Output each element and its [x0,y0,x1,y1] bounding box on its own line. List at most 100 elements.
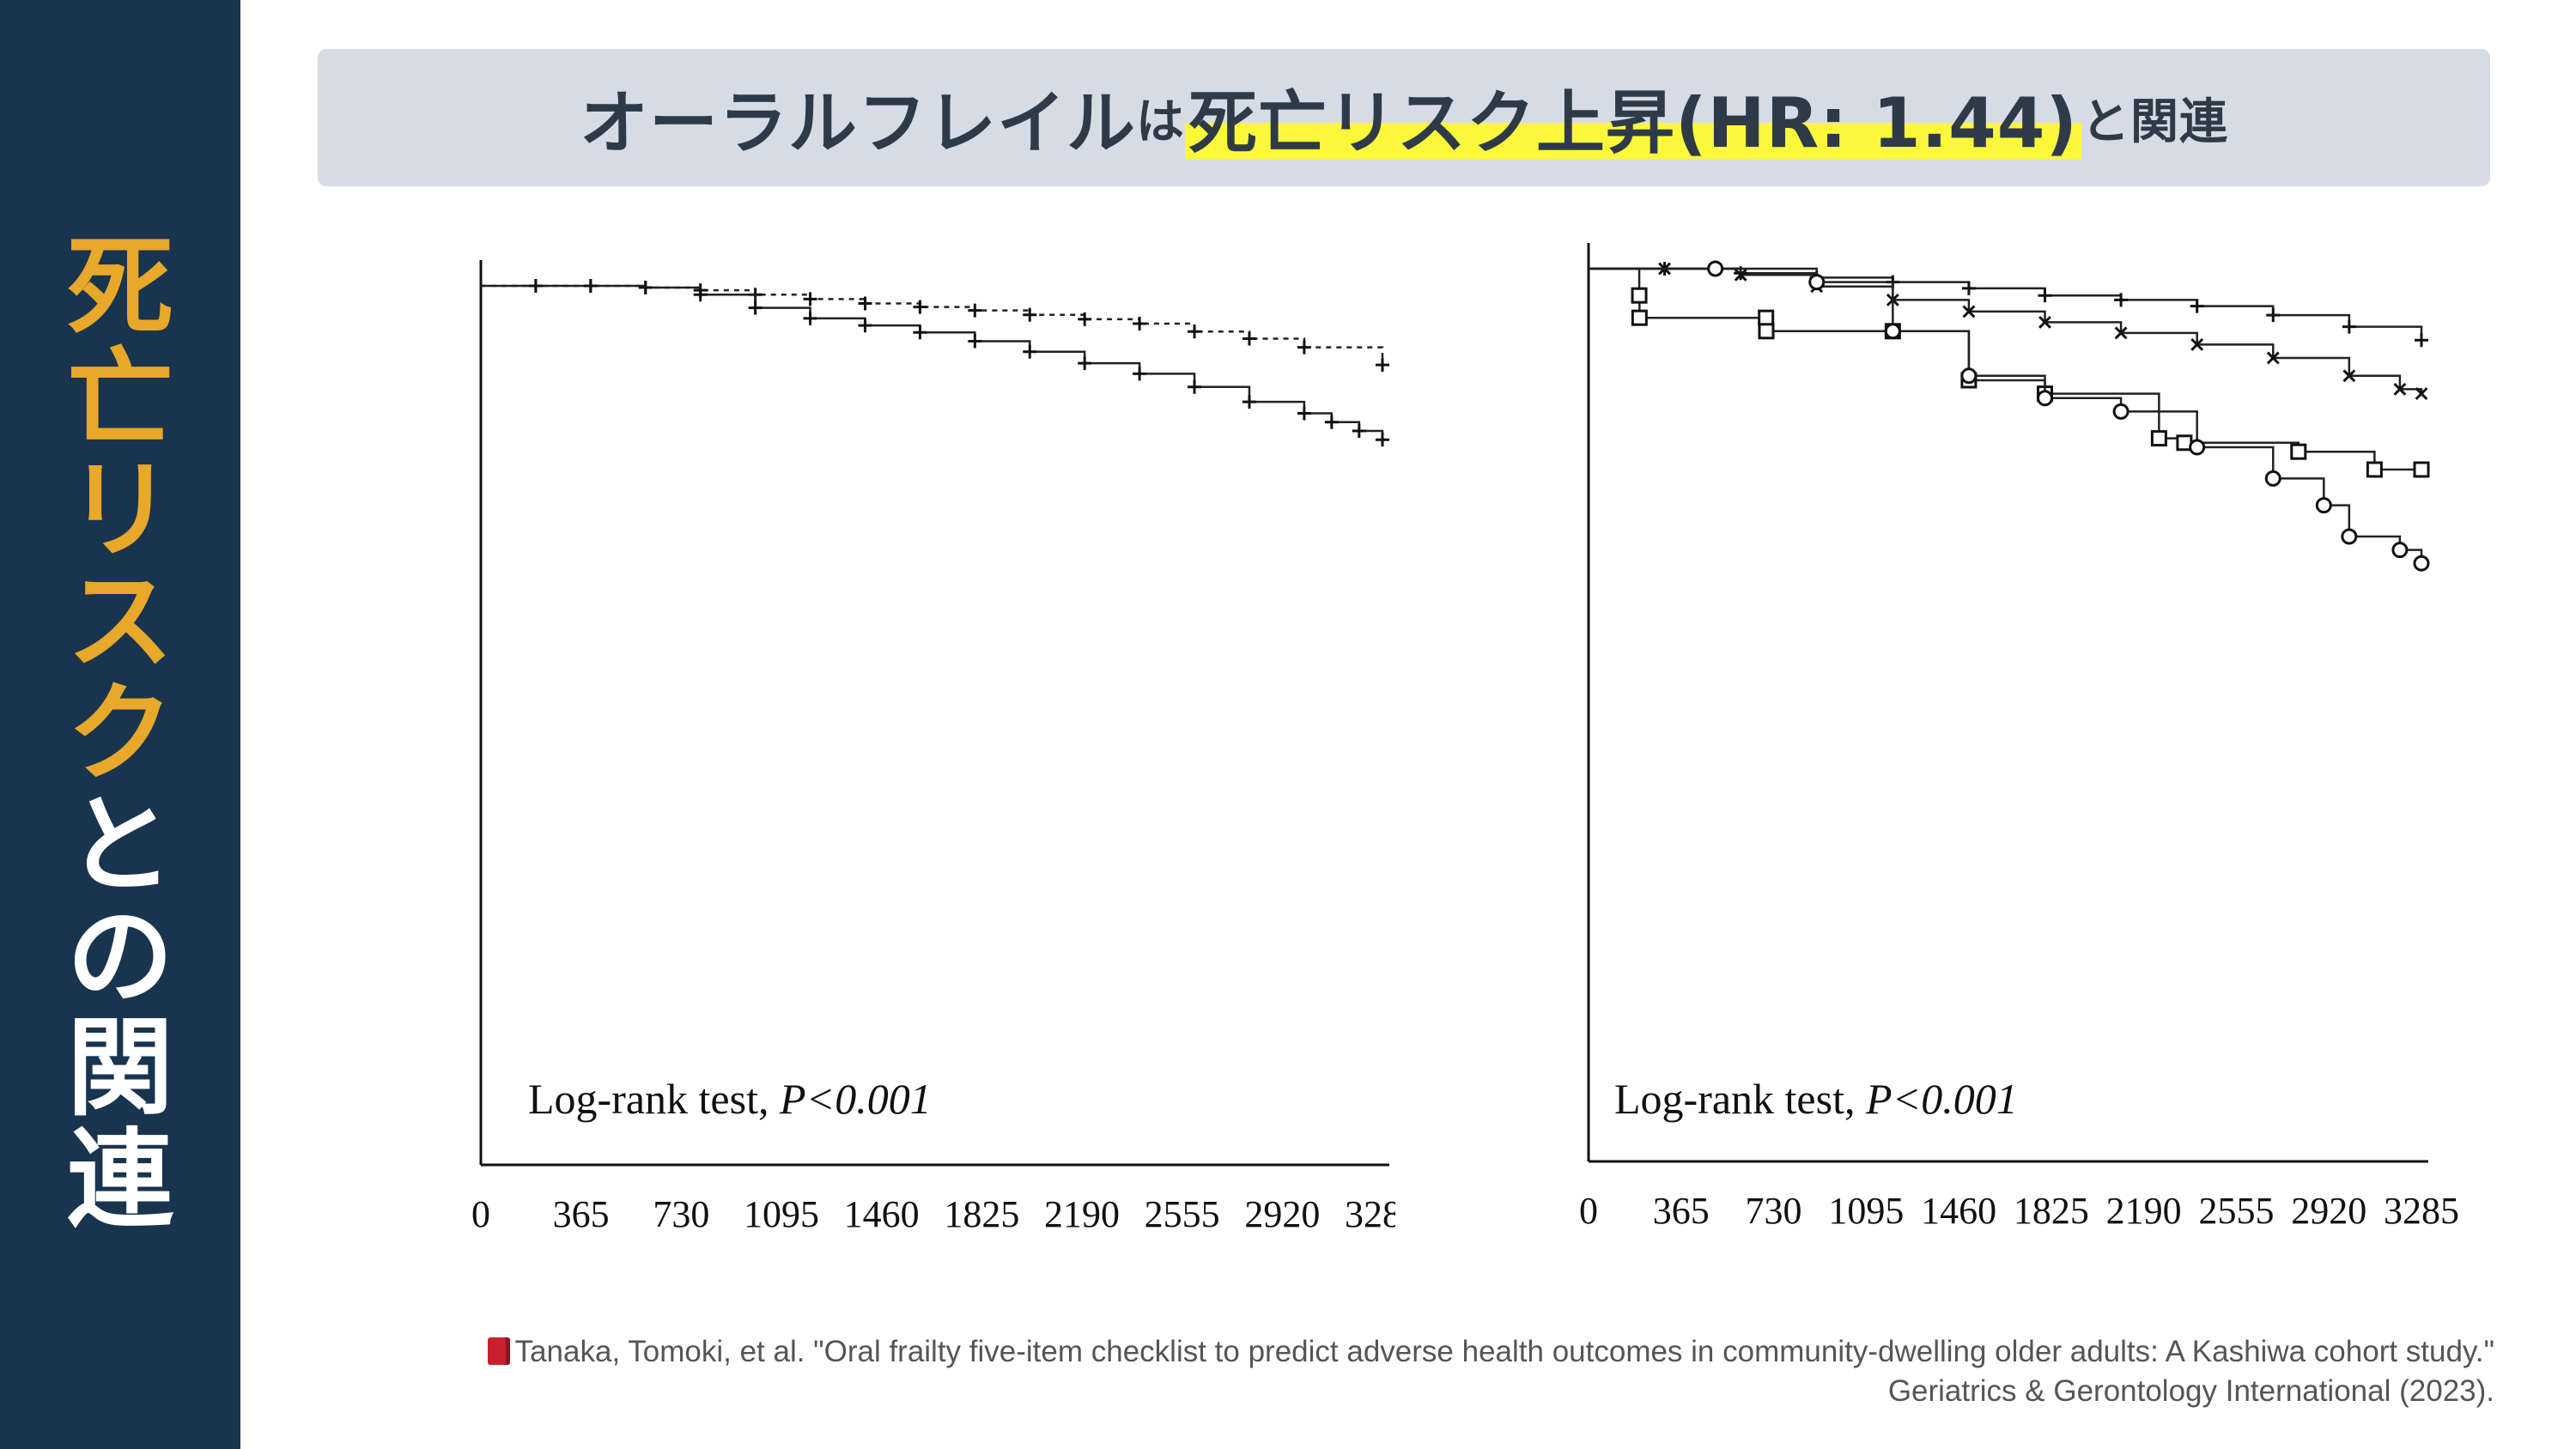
censor-mark-square [1758,323,1775,340]
citation-line-2: Geriatrics & Gerontology International (… [1887,1374,2494,1408]
x-tick-label: 1825 [944,1193,1019,1235]
censor-mark-plus [913,325,927,340]
vertical-title-char: と [66,784,173,907]
headline-part: と関連 [2081,94,2228,150]
citation-line-1: Tanaka, Tomoki, et al. "Oral frailty fiv… [262,1332,2494,1372]
censor-mark-plus [1352,423,1366,438]
vertical-title-char: 死 [66,226,173,349]
vertical-title-char: ク [66,672,173,796]
x-tick-label: 0 [471,1193,490,1235]
x-tick-label: 3285 [1345,1193,1395,1235]
censor-mark-plus [693,288,708,302]
x-tick-label: 1095 [744,1193,819,1235]
chart-panel-d: 0 365 730 1095 1460 1825 2190 2555 2920 3285 Log-r… [1395,210,2494,1305]
censor-mark-plus [583,279,598,293]
censor-mark-plus [858,318,872,333]
x-tick-label: 365 [1653,1190,1710,1232]
x-tick-label: 2555 [1145,1193,1220,1235]
headline: オーラルフレイル は 死亡リスク上昇(HR: 1.44) と関連 [318,49,2490,186]
censor-mark-plus [858,296,872,311]
censor-mark-circle [2189,439,2206,456]
survival-curve-1 [1589,267,2423,341]
censor-mark-plus [1188,324,1202,339]
censor-mark-plus [913,300,927,314]
logrank-prefix: Log-rank test, [1614,1075,1866,1123]
censor-mark-plus [2415,333,2428,348]
x-tick-label: 2555 [2198,1190,2274,1232]
censor-mark-plus [803,311,817,325]
censor-mark-plus [1961,281,1976,295]
logrank-p-value: P<0.001 [779,1075,932,1123]
censor-mark-plus [968,334,982,349]
vertical-title-char: の [66,895,173,1019]
censor-mark-circle [2391,542,2409,559]
logrank-annotation: Log-rank test, P<0.001 [1614,1075,2018,1123]
censor-mark-plus [638,281,653,295]
chart-d: 0 365 730 1095 1460 1825 2190 2555 2920 3285 Log-r… [1579,243,2459,1232]
x-tick-label: 365 [553,1193,610,1235]
censor-mark-plus [1242,331,1256,346]
censor-mark-plus [1078,356,1092,371]
censor-mark-plus [1023,344,1037,359]
headline-part: オーラルフレイル [580,83,1137,163]
censor-mark-x [1962,305,1976,318]
vertical-title: 死 亡 リ ス ク と の 関 連 [0,232,240,1236]
censor-mark-plus [1078,312,1092,326]
x-tick-label: 730 [1746,1190,1802,1232]
logrank-prefix: Log-rank test, [528,1075,780,1123]
censor-mark-x [2415,387,2428,401]
censor-mark-plus [2114,293,2129,307]
x-tick-label: 3285 [2384,1190,2459,1232]
x-tick-label: 2920 [2291,1190,2366,1232]
censor-mark-circle [1960,367,1978,385]
censor-mark-plus [1376,358,1389,373]
citation: Tanaka, Tomoki, et al. "Oral frailty fiv… [262,1332,2494,1411]
headline-part: (HR: 1.44) [1675,83,2078,163]
headline-part: は [1136,94,1186,150]
x-tick-label: 1460 [844,1193,920,1235]
vertical-title-char: ス [66,561,173,684]
censor-mark-square [1758,309,1775,326]
censor-mark-x [1734,268,1747,282]
censor-mark-plus [2266,308,2281,323]
x-tick-label: 730 [653,1193,709,1235]
censor-mark-circle [2037,390,2054,407]
chart-panel-c: 0 365 730 1095 1460 1825 2190 2555 2920 3285 Log-r… [331,210,1420,1305]
censor-mark-square [2290,443,2307,460]
x-tick-label: 2190 [1044,1193,1120,1235]
book-icon [487,1337,510,1365]
censor-mark-circle [2413,555,2430,572]
vertical-title-char: 関 [66,1007,173,1131]
logrank-p-value: P<0.001 [1865,1075,2018,1123]
censor-mark-x [2342,369,2356,383]
censor-mark-plus [1133,367,1147,381]
censor-mark-plus [1297,406,1311,421]
headline-part: 死亡リスク上昇 [1188,83,1676,163]
censor-mark-plus [1023,307,1037,322]
censor-mark-plus [1376,433,1389,447]
vertical-title-char: 亡 [66,337,173,461]
censor-mark-plus [1133,317,1147,331]
logrank-annotation: Log-rank test, P<0.001 [528,1075,932,1123]
censor-mark-x [2266,351,2280,365]
survival-curve-4 [1589,267,2423,564]
x-tick-label: 0 [1579,1190,1598,1232]
censor-mark-x [2038,315,2051,329]
censor-mark-circle [2112,403,2129,420]
x-tick-label: 1095 [1828,1190,1904,1232]
censor-mark-square [2366,461,2383,478]
survival-curve-2 [481,284,1384,440]
censor-mark-plus [528,279,543,293]
censor-mark-square [2150,430,2167,447]
censor-mark-plus [1188,379,1202,394]
x-tick-label: 1460 [1921,1190,1996,1232]
censor-mark-plus [803,292,817,306]
censor-mark-plus [1297,340,1311,355]
censor-mark-circle [2315,497,2332,514]
x-tick-label: 1825 [2014,1190,2089,1232]
survival-curve-1 [481,284,1384,366]
headline-highlight: 死亡リスク上昇(HR: 1.44) [1185,68,2081,167]
x-tick-label: 2190 [2106,1190,2182,1232]
survival-curve-2 [1589,267,2423,394]
censor-mark-circle [1707,260,1724,277]
